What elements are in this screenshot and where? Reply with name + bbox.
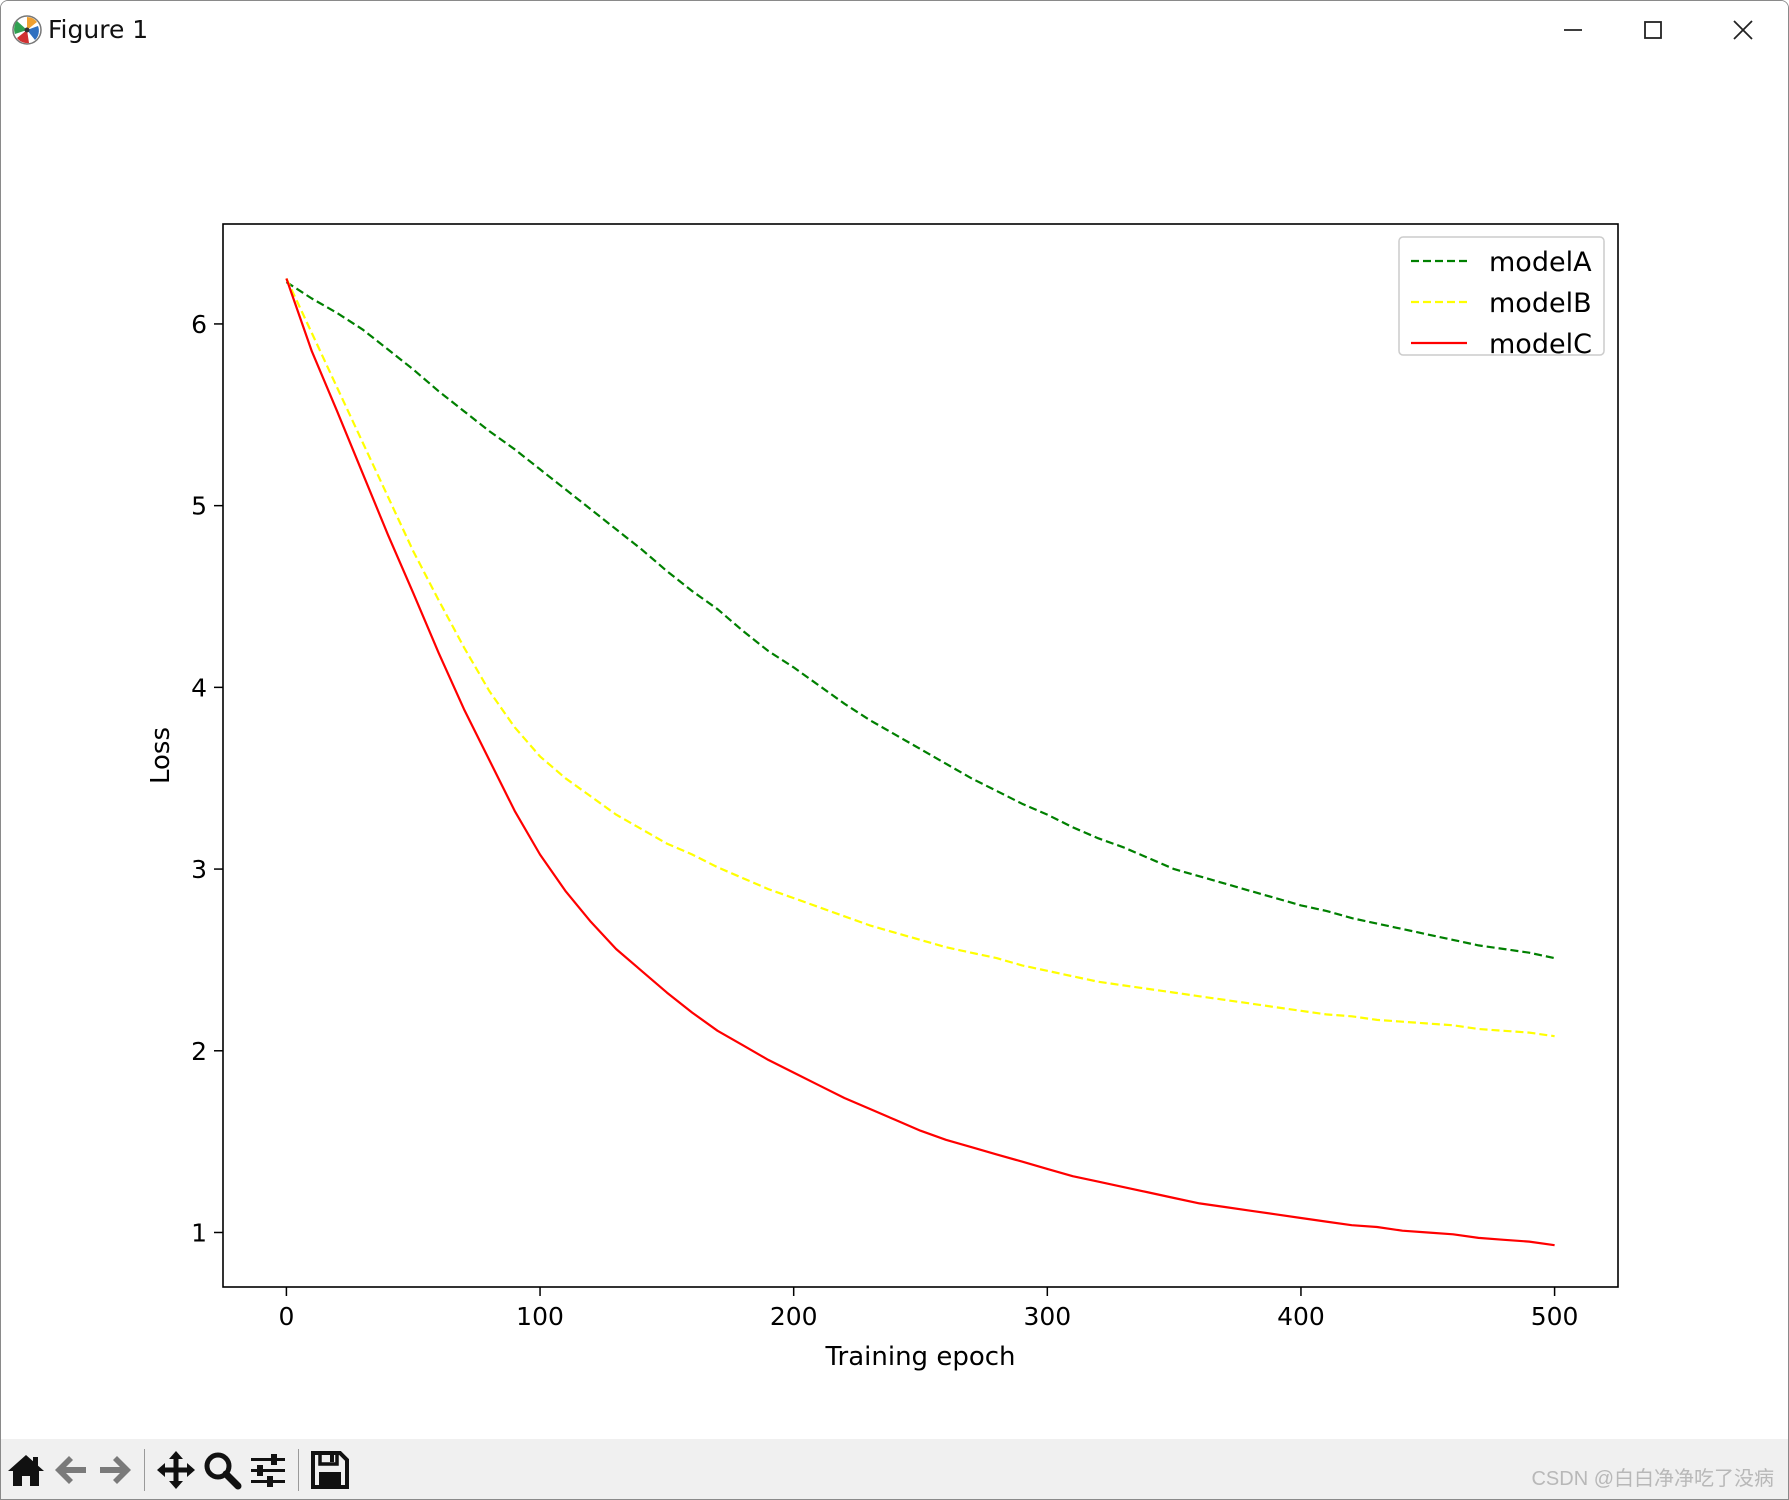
move-icon: [157, 1451, 195, 1489]
sliders-icon: [251, 1454, 285, 1487]
y-tick-label: 6: [191, 310, 207, 339]
arrow-right-icon: [100, 1456, 131, 1484]
maximize-button[interactable]: [1608, 1, 1698, 59]
x-tick-label: 400: [1277, 1302, 1325, 1331]
minimize-button[interactable]: [1528, 1, 1618, 59]
series-line-modelB: [285, 278, 1555, 1038]
x-tick-label: 300: [1023, 1302, 1071, 1331]
figure-canvas[interactable]: 0 100 200 300 400 500 1 2 3 4 5 6 Training epoch Lo…: [1, 59, 1788, 1439]
x-tick-label: 500: [1531, 1302, 1579, 1331]
legend-label-modelA: modelA: [1489, 247, 1592, 278]
navigation-toolbar: [1, 1439, 1788, 1499]
title-bar[interactable]: Figure 1: [1, 1, 1788, 59]
series-layer: [285, 278, 1555, 1247]
x-tick-label: 100: [516, 1302, 564, 1331]
close-icon: [1733, 20, 1753, 40]
x-tick-label: 200: [770, 1302, 818, 1331]
x-axis-label: Training epoch: [824, 1342, 1015, 1372]
axes-frame: [222, 223, 1619, 1288]
y-tick-label: 3: [191, 855, 207, 884]
configure-subplots-button[interactable]: [245, 1447, 291, 1493]
minimize-icon: [1564, 29, 1582, 31]
ticks-layer: 0 100 200 300 400 500 1 2 3 4 5 6: [191, 310, 1578, 1331]
toolbar-separator: [144, 1449, 145, 1491]
y-tick-label: 2: [191, 1037, 207, 1066]
forward-button[interactable]: [93, 1447, 139, 1493]
save-button[interactable]: [307, 1447, 353, 1493]
toolbar-separator: [298, 1449, 299, 1491]
loss-chart: 0 100 200 300 400 500 1 2 3 4 5 6 Training epoch Lo…: [146, 223, 1619, 1372]
magnifier-icon: [204, 1452, 242, 1490]
maximize-icon: [1644, 21, 1662, 39]
pan-button[interactable]: [153, 1447, 199, 1493]
zoom-button[interactable]: [199, 1447, 245, 1493]
back-button[interactable]: [47, 1447, 93, 1493]
legend-label-modelB: modelB: [1489, 288, 1592, 319]
y-tick-label: 5: [191, 492, 207, 521]
legend: modelA modelB modelC: [1398, 236, 1605, 360]
y-tick-label: 1: [191, 1218, 207, 1247]
y-axis-label: Loss: [146, 727, 176, 784]
watermark: CSDN @白白净净吃了没病: [1531, 1468, 1774, 1490]
matplotlib-icon: [12, 15, 42, 45]
series-line-modelC: [285, 278, 1555, 1247]
window-title: Figure 1: [48, 15, 149, 44]
legend-box: [1398, 236, 1605, 356]
home-icon: [8, 1455, 44, 1486]
close-button[interactable]: [1698, 1, 1788, 59]
arrow-left-icon: [55, 1456, 86, 1484]
y-tick-label: 4: [191, 673, 207, 702]
home-button[interactable]: [3, 1447, 49, 1493]
series-line-modelA: [285, 281, 1555, 960]
x-tick-label: 0: [278, 1302, 294, 1331]
legend-label-modelC: modelC: [1489, 329, 1592, 360]
floppy-disk-icon: [311, 1451, 349, 1489]
